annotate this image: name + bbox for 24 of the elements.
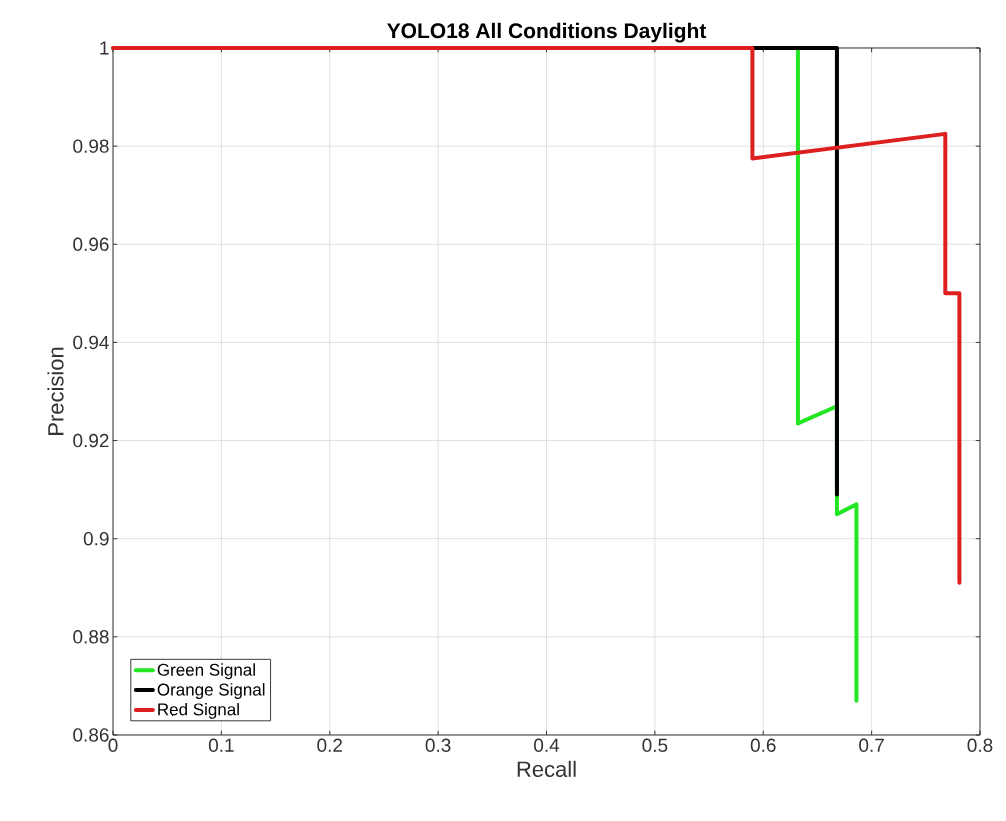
y-tick-label: 0.94 [73, 335, 109, 350]
x-tick-label: 0.4 [534, 738, 560, 752]
y-tick-label: 0.86 [73, 728, 109, 742]
x-tick-label: 0.3 [425, 738, 451, 752]
legend-label: Red Signal [158, 702, 239, 719]
legend-label: Green Signal [157, 663, 255, 680]
y-tick-label: 1 [100, 41, 109, 55]
x-tick-label: 0 [108, 738, 118, 752]
line-series [111, 45, 962, 585]
chart-title: YOLO18 All Conditions Daylight [387, 22, 707, 43]
y-tick-label: 0.9 [83, 531, 109, 546]
x-tick-label: 0.2 [317, 738, 343, 752]
x-tick-label: 0.1 [208, 738, 234, 752]
y-axis-title: Precision [47, 347, 64, 435]
x-axis-title: Recall [517, 760, 576, 777]
x-tick-label: 0.6 [750, 738, 776, 752]
y-tick-label: 0.92 [73, 433, 109, 448]
x-tick-label: 0.5 [642, 738, 668, 752]
y-tick-label: 0.88 [73, 630, 109, 644]
x-tick-label: 0.7 [859, 738, 884, 752]
y-tick-label: 0.96 [73, 237, 109, 251]
legend-label: Orange Signal [157, 683, 265, 699]
y-tick-label: 0.98 [73, 139, 109, 153]
x-tick-label: 0.8 [967, 738, 993, 752]
